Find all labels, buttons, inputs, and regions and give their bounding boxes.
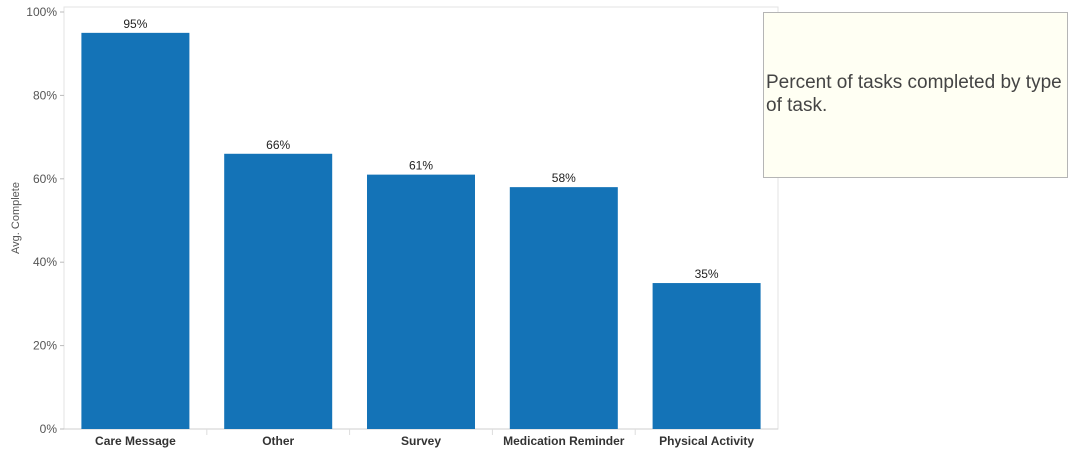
data-label: 58% (552, 171, 576, 185)
x-tick-label: Care Message (95, 434, 176, 448)
x-tick-label: Survey (401, 434, 441, 448)
y-tick-label: 0% (40, 422, 58, 436)
y-axis-title: Avg. Complete (10, 182, 22, 254)
y-tick-label: 80% (33, 88, 57, 102)
bar (652, 283, 761, 429)
y-tick-label: 40% (33, 255, 57, 269)
y-tick-label: 60% (33, 172, 57, 186)
data-label: 66% (266, 138, 290, 152)
annotation-text: Percent of tasks completed by type of ta… (766, 72, 1062, 116)
data-labels: 95% 66% 61% 58% 35% (123, 17, 719, 281)
data-label: 61% (409, 159, 433, 173)
bar (81, 32, 190, 429)
y-axis: 0% 20% 40% 60% 80% 100% (26, 5, 64, 436)
x-axis: Care Message Other Survey Medication Remind… (95, 429, 754, 448)
x-tick-label: Other (262, 434, 294, 448)
x-tick-label: Physical Activity (659, 434, 754, 448)
y-tick-label: 20% (33, 339, 57, 353)
x-tick-label: Medication Reminder (503, 434, 625, 448)
y-tick-label: 100% (26, 5, 57, 19)
annotation-box: Percent of tasks completed by type of ta… (763, 12, 1068, 178)
data-label: 95% (123, 17, 147, 31)
bars (81, 32, 761, 429)
bar (509, 187, 618, 429)
bar (367, 174, 475, 429)
data-label: 35% (695, 267, 719, 281)
bar (224, 153, 333, 429)
